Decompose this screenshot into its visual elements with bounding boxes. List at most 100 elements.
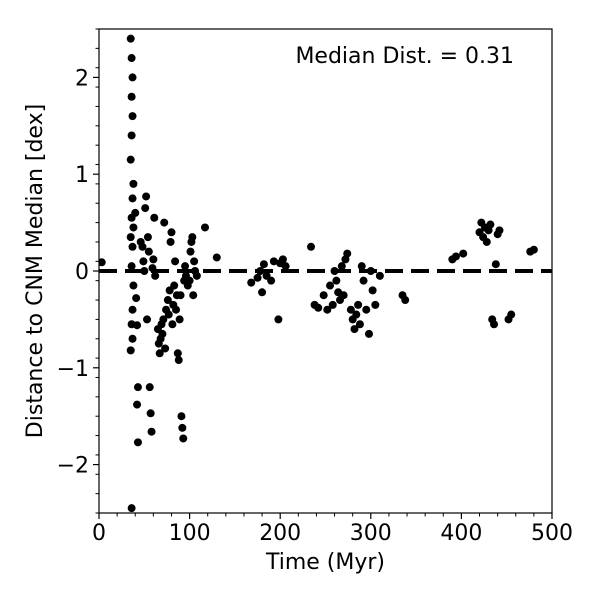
data-point bbox=[128, 305, 137, 314]
data-point bbox=[133, 438, 142, 447]
x-tick-label: 300 bbox=[350, 521, 392, 546]
data-point bbox=[186, 247, 195, 256]
data-point bbox=[173, 349, 182, 358]
data-point bbox=[175, 315, 184, 324]
data-point bbox=[167, 228, 176, 237]
data-point bbox=[138, 242, 147, 251]
y-tick-label: 0 bbox=[75, 260, 89, 285]
data-point bbox=[339, 291, 348, 300]
data-point bbox=[141, 204, 150, 213]
data-point bbox=[346, 305, 355, 314]
data-point bbox=[144, 247, 153, 256]
data-point bbox=[451, 252, 460, 261]
data-points bbox=[99, 34, 538, 513]
y-tick-label: 2 bbox=[75, 66, 89, 91]
x-tick-label: 400 bbox=[440, 521, 482, 546]
data-point bbox=[171, 257, 180, 266]
data-point bbox=[146, 409, 155, 418]
data-point bbox=[129, 281, 138, 290]
data-point bbox=[482, 237, 491, 246]
data-point bbox=[328, 300, 337, 309]
data-point bbox=[267, 276, 276, 285]
data-point bbox=[375, 271, 384, 280]
data-point bbox=[127, 504, 136, 513]
data-point bbox=[201, 223, 210, 232]
data-point bbox=[368, 286, 377, 295]
data-point bbox=[143, 233, 152, 242]
data-point bbox=[168, 320, 177, 329]
data-point bbox=[127, 262, 136, 271]
data-point bbox=[350, 325, 359, 334]
data-point bbox=[178, 423, 187, 432]
data-point bbox=[139, 257, 148, 266]
data-point bbox=[145, 383, 154, 392]
data-point bbox=[259, 260, 268, 269]
data-point bbox=[278, 255, 287, 264]
data-point bbox=[129, 179, 138, 188]
data-point bbox=[307, 242, 316, 251]
data-point bbox=[159, 315, 168, 324]
data-point bbox=[149, 255, 158, 264]
data-point bbox=[362, 305, 371, 314]
data-point bbox=[281, 262, 290, 271]
data-point bbox=[128, 112, 137, 121]
y-tick-label: −1 bbox=[57, 357, 89, 382]
data-point bbox=[133, 383, 142, 392]
data-point bbox=[253, 273, 262, 282]
data-point bbox=[128, 194, 137, 203]
data-point bbox=[142, 192, 151, 201]
data-point bbox=[151, 271, 160, 280]
data-point bbox=[337, 262, 346, 271]
x-axis-label: Time (Myr) bbox=[265, 550, 385, 575]
data-point bbox=[128, 334, 137, 343]
data-point bbox=[128, 73, 137, 82]
x-tick-label: 200 bbox=[259, 521, 301, 546]
data-point bbox=[189, 291, 198, 300]
data-point bbox=[188, 233, 197, 242]
data-point bbox=[131, 208, 140, 217]
data-point bbox=[133, 400, 142, 409]
data-point bbox=[158, 329, 167, 338]
data-point bbox=[352, 310, 361, 319]
y-axis-label: Distance to CNM Median [dex] bbox=[23, 104, 48, 438]
data-point bbox=[529, 245, 538, 254]
data-point bbox=[247, 278, 256, 287]
data-point bbox=[177, 412, 186, 421]
data-point bbox=[160, 218, 169, 227]
data-point bbox=[332, 276, 341, 285]
data-point bbox=[155, 349, 164, 358]
data-point bbox=[176, 291, 185, 300]
y-tick-label: 1 bbox=[75, 163, 89, 188]
data-point bbox=[179, 434, 188, 443]
data-point bbox=[274, 315, 283, 324]
data-point bbox=[486, 220, 495, 229]
data-point bbox=[126, 346, 135, 355]
data-point bbox=[170, 281, 179, 290]
data-point bbox=[161, 344, 170, 353]
data-point bbox=[143, 315, 152, 324]
data-point bbox=[364, 329, 373, 338]
data-point bbox=[127, 54, 136, 63]
data-point bbox=[174, 356, 183, 365]
data-point bbox=[343, 249, 352, 258]
data-point bbox=[127, 131, 136, 140]
data-point bbox=[319, 291, 328, 300]
y-tick-label: −2 bbox=[57, 454, 89, 479]
data-point bbox=[357, 262, 366, 271]
data-point bbox=[126, 155, 135, 164]
data-point bbox=[459, 249, 468, 258]
data-point bbox=[359, 276, 368, 285]
data-point bbox=[166, 237, 175, 246]
data-point bbox=[212, 253, 221, 262]
data-point bbox=[323, 305, 332, 314]
data-point bbox=[126, 233, 135, 242]
data-point bbox=[185, 276, 194, 285]
data-point bbox=[495, 226, 504, 235]
x-tick-label: 500 bbox=[531, 521, 573, 546]
data-point bbox=[314, 303, 323, 312]
x-tick-label: 100 bbox=[169, 521, 211, 546]
data-point bbox=[129, 223, 138, 232]
data-point bbox=[126, 34, 135, 43]
data-point bbox=[190, 257, 199, 266]
